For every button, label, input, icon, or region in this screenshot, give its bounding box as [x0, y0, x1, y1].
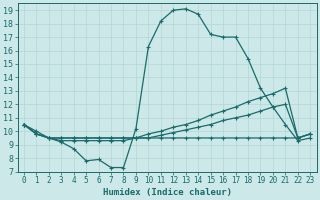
X-axis label: Humidex (Indice chaleur): Humidex (Indice chaleur): [103, 188, 232, 197]
